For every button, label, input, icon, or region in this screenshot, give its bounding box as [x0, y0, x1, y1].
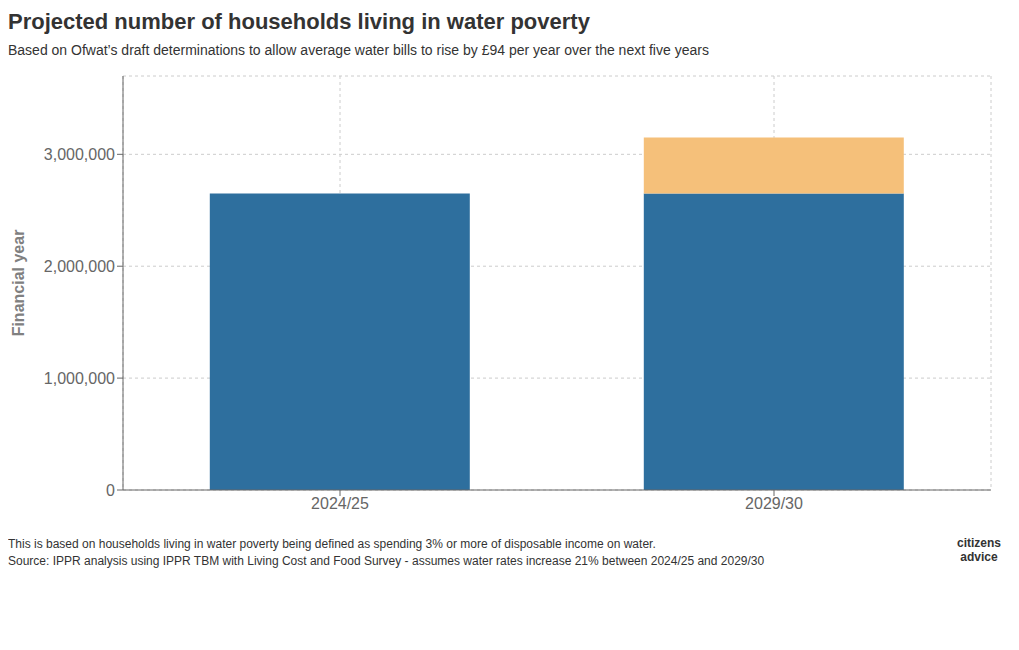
html-text:This is based on households li: This is based on households living in wa…	[8, 537, 656, 551]
svg-text:0: 0	[106, 482, 115, 499]
html-text:citizens: citizens	[957, 536, 1001, 550]
html-text:Source: IPPR analysis using IP: Source: IPPR analysis using IPPR TBM wit…	[8, 554, 765, 568]
svg-text:2029/30: 2029/30	[745, 495, 803, 512]
svg-text:2,000,000: 2,000,000	[44, 258, 115, 275]
html-text:Based on Ofwat’s draft determi: Based on Ofwat’s draft determinations to…	[8, 42, 709, 58]
html-text:advice: advice	[960, 550, 998, 564]
html-text:Projected number of households: Projected number of households living in…	[8, 9, 590, 34]
svg-text:Financial year: Financial year	[10, 230, 27, 337]
svg-text:1,000,000: 1,000,000	[44, 370, 115, 387]
svg-text:2024/25: 2024/25	[311, 495, 369, 512]
svg-text:3,000,000: 3,000,000	[44, 146, 115, 163]
